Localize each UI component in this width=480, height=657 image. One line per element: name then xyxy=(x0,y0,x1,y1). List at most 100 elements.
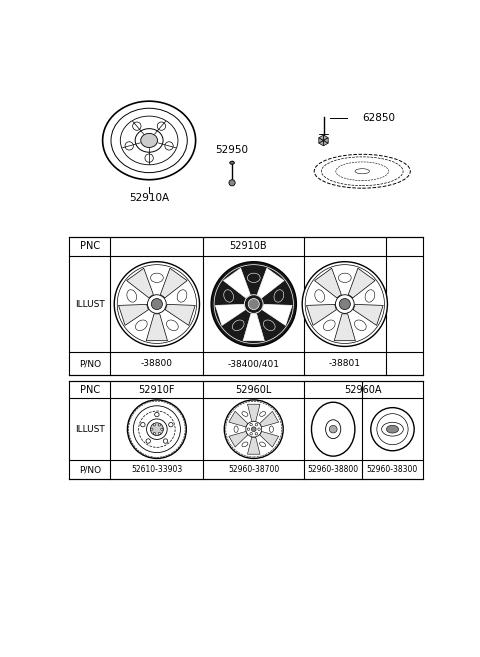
Polygon shape xyxy=(229,432,248,447)
Circle shape xyxy=(248,298,259,309)
Polygon shape xyxy=(314,268,341,298)
Ellipse shape xyxy=(247,273,260,283)
Ellipse shape xyxy=(260,442,265,447)
Ellipse shape xyxy=(329,426,337,433)
Circle shape xyxy=(161,428,163,430)
Polygon shape xyxy=(260,432,279,447)
Ellipse shape xyxy=(260,411,265,417)
Ellipse shape xyxy=(242,442,248,447)
Text: P/NO: P/NO xyxy=(79,465,101,474)
Polygon shape xyxy=(306,304,336,325)
Text: -38800: -38800 xyxy=(141,359,173,368)
Circle shape xyxy=(224,400,283,459)
Text: 62850: 62850 xyxy=(362,113,395,123)
Circle shape xyxy=(158,432,160,435)
Ellipse shape xyxy=(269,426,274,432)
Polygon shape xyxy=(146,314,168,341)
Circle shape xyxy=(252,427,256,432)
Ellipse shape xyxy=(120,116,178,165)
Ellipse shape xyxy=(224,290,233,302)
Ellipse shape xyxy=(151,273,163,283)
Circle shape xyxy=(165,142,173,150)
Polygon shape xyxy=(229,411,248,427)
Circle shape xyxy=(125,142,133,150)
Ellipse shape xyxy=(338,273,351,283)
Ellipse shape xyxy=(264,320,275,330)
Polygon shape xyxy=(324,141,328,146)
Circle shape xyxy=(158,424,160,426)
Polygon shape xyxy=(353,304,383,325)
Text: 52960L: 52960L xyxy=(236,384,272,395)
Polygon shape xyxy=(262,304,292,325)
Ellipse shape xyxy=(127,290,137,302)
Circle shape xyxy=(168,422,173,427)
Ellipse shape xyxy=(242,411,248,417)
Text: PNC: PNC xyxy=(80,241,100,252)
Text: 52960A: 52960A xyxy=(345,384,382,395)
Circle shape xyxy=(244,295,263,313)
Text: ILLUST: ILLUST xyxy=(75,424,105,434)
Circle shape xyxy=(153,424,156,426)
Text: 52910F: 52910F xyxy=(139,384,175,395)
Circle shape xyxy=(141,422,145,427)
Circle shape xyxy=(155,413,159,417)
Circle shape xyxy=(336,295,354,313)
Polygon shape xyxy=(224,268,250,298)
Circle shape xyxy=(371,407,414,451)
Circle shape xyxy=(229,180,235,186)
Ellipse shape xyxy=(365,290,375,302)
Ellipse shape xyxy=(355,320,366,330)
Polygon shape xyxy=(216,304,245,325)
Ellipse shape xyxy=(274,290,284,302)
Circle shape xyxy=(339,298,350,309)
Text: -38400/401: -38400/401 xyxy=(228,359,280,368)
Circle shape xyxy=(255,432,258,435)
Polygon shape xyxy=(165,304,195,325)
Circle shape xyxy=(247,428,250,430)
Ellipse shape xyxy=(312,402,355,456)
Polygon shape xyxy=(348,268,375,298)
Polygon shape xyxy=(127,268,154,298)
Text: 52960-38300: 52960-38300 xyxy=(367,465,418,474)
Text: 52610-33903: 52610-33903 xyxy=(131,465,182,474)
Text: 52960-38800: 52960-38800 xyxy=(308,465,359,474)
Circle shape xyxy=(145,154,153,162)
Text: -38801: -38801 xyxy=(329,359,361,368)
Ellipse shape xyxy=(232,320,244,330)
Text: 52910B: 52910B xyxy=(229,241,267,252)
Circle shape xyxy=(250,423,252,426)
Ellipse shape xyxy=(386,425,398,433)
Ellipse shape xyxy=(382,422,403,436)
Circle shape xyxy=(246,421,262,437)
Ellipse shape xyxy=(325,420,341,439)
Ellipse shape xyxy=(141,133,157,148)
Text: ILLUST: ILLUST xyxy=(75,300,105,309)
Polygon shape xyxy=(248,404,260,421)
Ellipse shape xyxy=(135,320,147,330)
Circle shape xyxy=(114,261,200,346)
Circle shape xyxy=(255,423,258,426)
Circle shape xyxy=(211,261,296,346)
Polygon shape xyxy=(319,135,324,141)
Ellipse shape xyxy=(111,108,187,173)
Circle shape xyxy=(151,298,162,309)
Circle shape xyxy=(147,295,166,313)
Text: P/NO: P/NO xyxy=(79,359,101,368)
Ellipse shape xyxy=(103,101,196,180)
Polygon shape xyxy=(319,141,324,146)
Text: 52960-38700: 52960-38700 xyxy=(228,465,279,474)
Ellipse shape xyxy=(135,129,163,152)
Polygon shape xyxy=(260,411,279,427)
Text: 52910A: 52910A xyxy=(129,193,169,203)
Text: 52950: 52950 xyxy=(216,145,249,156)
Ellipse shape xyxy=(355,169,370,174)
Circle shape xyxy=(146,439,150,443)
Polygon shape xyxy=(334,314,355,341)
Ellipse shape xyxy=(234,426,238,432)
Ellipse shape xyxy=(177,290,187,302)
Polygon shape xyxy=(160,268,187,298)
Polygon shape xyxy=(257,268,284,298)
Circle shape xyxy=(157,122,166,130)
Polygon shape xyxy=(248,437,260,454)
Polygon shape xyxy=(319,138,324,143)
